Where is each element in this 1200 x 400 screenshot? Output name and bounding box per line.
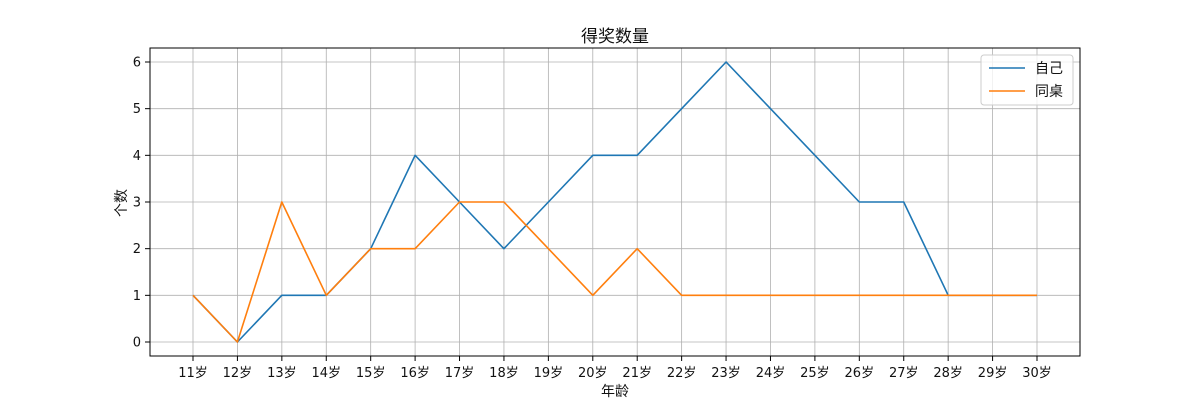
data-point [725,61,727,63]
data-point [370,248,372,250]
x-tick-label: 22岁 [667,366,697,381]
x-tick-label: 27岁 [889,366,919,381]
data-point [858,294,860,296]
x-tick-label: 13岁 [267,366,297,381]
data-point [947,294,949,296]
grid [150,48,1080,356]
data-point [725,294,727,296]
data-point [769,108,771,110]
data-point [903,294,905,296]
x-tick-label: 17岁 [445,366,475,381]
y-tick-label: 0 [133,336,141,351]
data-point [503,248,505,250]
x-tick-label: 18岁 [489,366,519,381]
x-tick-label: 19岁 [534,366,564,381]
x-tick-label: 11岁 [178,366,208,381]
data-point [325,294,327,296]
series-line-2 [192,201,1037,343]
data-point [414,248,416,250]
y-tick-label: 2 [133,242,141,257]
data-point [281,201,283,203]
x-tick-label: 28岁 [933,366,963,381]
y-tick-label: 5 [133,102,141,117]
x-tick-label: 14岁 [311,366,341,381]
data-point [592,154,594,156]
data-point [192,294,194,296]
data-point [903,201,905,203]
y-tick-label: 6 [133,56,141,71]
x-tick-label: 29岁 [978,366,1008,381]
y-tick-label: 1 [133,289,141,304]
data-point [992,294,994,296]
data-point [547,248,549,250]
x-tick-label: 16岁 [400,366,430,381]
legend-label: 同桌 [1035,84,1063,100]
data-point [592,294,594,296]
legend-label: 自己 [1035,61,1063,77]
data-point [281,294,283,296]
x-tick-label: 21岁 [622,366,652,381]
x-axis-label: 年龄 [601,384,629,400]
data-point [414,154,416,156]
x-tick-label: 30岁 [1022,366,1052,381]
data-point [1036,294,1038,296]
plot-frame [149,47,1081,357]
x-tick-label: 26岁 [845,366,875,381]
data-point [814,294,816,296]
x-tick-label: 23岁 [711,366,741,381]
chart-title: 得奖数量 [581,27,649,47]
data-point [459,201,461,203]
data-point [503,201,505,203]
x-tick-label: 25岁 [800,366,830,381]
data-point [681,108,683,110]
data-point [814,154,816,156]
data-point [858,201,860,203]
x-tick-label: 24岁 [756,366,786,381]
data-point [636,248,638,250]
data-point [236,341,238,343]
data-point [636,154,638,156]
y-tick-label: 4 [133,149,141,164]
x-tick-label: 20岁 [578,366,608,381]
y-axis-label: 个数 [114,189,130,217]
y-tick-label: 3 [133,196,141,211]
x-tick-label: 15岁 [356,366,386,381]
data-point [547,201,549,203]
axis-ticks: 11岁 12岁 13岁 14岁 15岁 16岁 17岁 18岁 19岁 20岁 21岁 22岁 23岁 2… [133,56,1052,382]
x-tick-label: 12岁 [223,366,253,381]
series-lines [192,61,1038,343]
data-point [681,294,683,296]
data-point [769,294,771,296]
